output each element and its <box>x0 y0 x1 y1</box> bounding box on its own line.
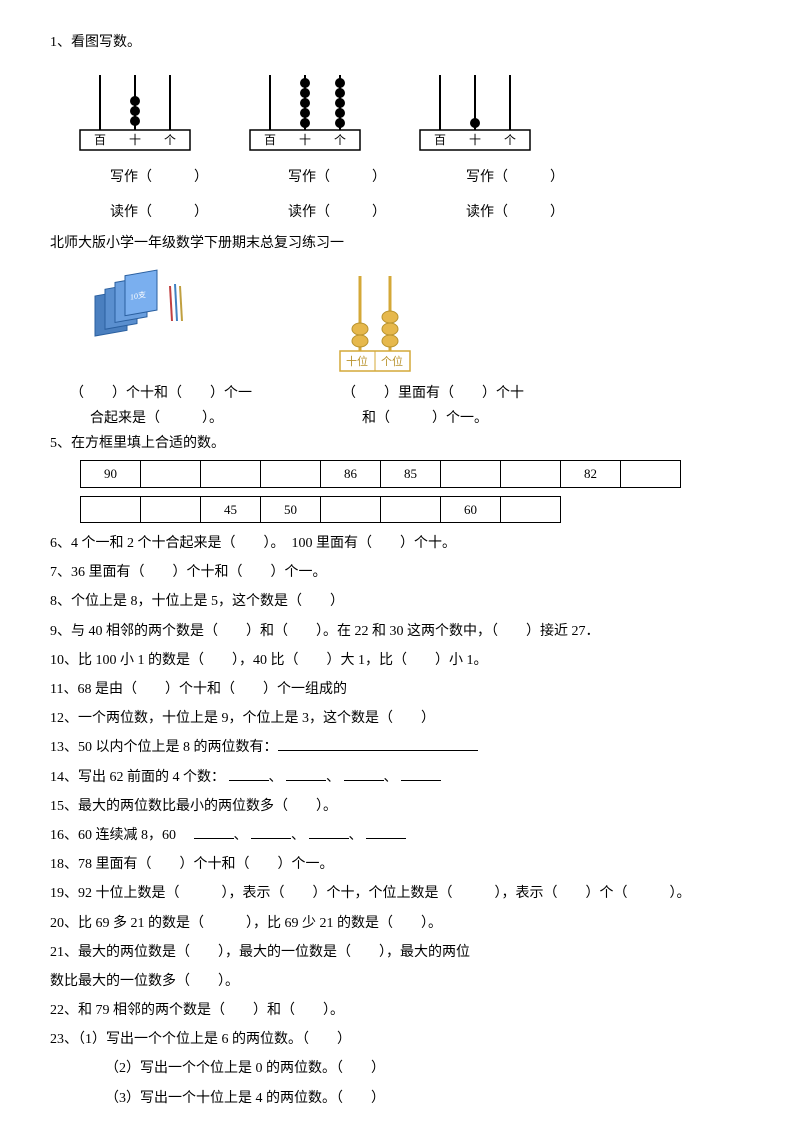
write-2: 写作（ ） <box>288 165 386 190</box>
q22: 22、和 79 相邻的两个数是（ ）和（ ）。 <box>50 998 750 1023</box>
abacus-1: 百 十 个 <box>70 65 200 155</box>
q5-cell <box>201 461 261 487</box>
q5-cell <box>441 461 501 487</box>
q5-table2: 45 50 60 <box>80 496 561 523</box>
sep: 、 <box>349 828 363 843</box>
q5-cell: 86 <box>321 461 381 487</box>
q5-cell: 85 <box>381 461 441 487</box>
pics-left-l2: 合起来是（ ）。 <box>90 406 252 431</box>
sep: 、 <box>269 770 283 785</box>
q23: 23、（1）写出一个个位上是 6 的两位数。（ ） <box>50 1027 750 1052</box>
q16-pre: 16、60 连续减 8，60 <box>50 828 190 843</box>
blank <box>194 825 234 839</box>
read-1: 读作（ ） <box>110 200 208 225</box>
q13: 13、50 以内个位上是 8 的两位数有： <box>50 735 750 760</box>
sep: 、 <box>384 770 398 785</box>
abacus-2-svg: 百 十 个 <box>240 65 370 155</box>
abacus-row: 百 十 个 百 十 个 百 十 个 <box>70 65 750 155</box>
q21a: 21、最大的两位数是（ ），最大的一位数是（ ），最大的两位 <box>50 940 750 965</box>
q5-cell <box>261 461 321 487</box>
sep: 、 <box>326 770 340 785</box>
q5-cell: 45 <box>201 496 261 522</box>
pics-right-l1: （ ）里面有（ ）个十 <box>342 381 524 406</box>
q5-title: 5、在方框里填上合适的数。 <box>50 431 750 456</box>
svg-text:百: 百 <box>434 133 446 147</box>
q14: 14、写出 62 前面的 4 个数： 、 、 、 <box>50 765 750 790</box>
pics-left: （ ）个十和（ ）个一 合起来是（ ）。 <box>70 381 252 431</box>
blank <box>401 767 441 781</box>
read-2: 读作（ ） <box>288 200 386 225</box>
abacus-3-svg: 百 十 个 <box>410 65 540 155</box>
q18: 18、78 里面有（ ）个十和（ ）个一。 <box>50 852 750 877</box>
read-3: 读作（ ） <box>466 200 564 225</box>
write-3: 写作（ ） <box>466 165 564 190</box>
q5-cell: 60 <box>441 496 501 522</box>
blank <box>344 767 384 781</box>
q23b: （2）写出一个个位上是 0 的两位数。（ ） <box>105 1056 750 1081</box>
pics-left-l1: （ ）个十和（ ）个一 <box>70 381 252 406</box>
doc-title: 北师大版小学一年级数学下册期末总复习练习一 <box>50 231 750 256</box>
blank <box>229 767 269 781</box>
books-icon: 10支 <box>90 266 200 346</box>
q12: 12、一个两位数，十位上是 9，个位上是 3，这个数是（ ） <box>50 706 750 731</box>
q20: 20、比 69 多 21 的数是（ ），比 69 少 21 的数是（ ）。 <box>50 911 750 936</box>
q5-cell <box>501 461 561 487</box>
q5-cell: 82 <box>561 461 621 487</box>
q7: 7、36 里面有（ ）个十和（ ）个一。 <box>50 560 750 585</box>
q5-cell <box>81 496 141 522</box>
sep: 、 <box>291 828 305 843</box>
svg-text:个: 个 <box>164 133 176 147</box>
abacus-label: 百 <box>94 133 106 147</box>
write-1: 写作（ ） <box>110 165 208 190</box>
blank <box>309 825 349 839</box>
q16: 16、60 连续减 8，60 、 、 、 <box>50 823 750 848</box>
abacus2-item: 十位 个位 <box>330 266 420 376</box>
q5-cell <box>141 461 201 487</box>
q5-cell <box>141 496 201 522</box>
abacus-3: 百 十 个 <box>410 65 540 155</box>
q5-table1: 90 86 85 82 <box>80 460 681 487</box>
svg-text:十: 十 <box>129 133 141 147</box>
svg-text:百: 百 <box>264 133 276 147</box>
q13-pre: 13、50 以内个位上是 8 的两位数有： <box>50 740 278 755</box>
read-row: 读作（ ） 读作（ ） 读作（ ） <box>70 200 750 225</box>
q10: 10、比 100 小 1 的数是（ ），40 比（ ）大 1，比（ ）小 1。 <box>50 648 750 673</box>
q5-cell <box>381 496 441 522</box>
books-item: 10支 <box>90 266 200 376</box>
q8: 8、个位上是 8，十位上是 5，这个数是（ ） <box>50 589 750 614</box>
abacus-2: 百 十 个 <box>240 65 370 155</box>
abacus2-icon: 十位 个位 <box>330 266 420 376</box>
q19: 19、92 十位上数是（ ），表示（ ）个十，个位上数是（ ），表示（ ）个（ … <box>50 881 750 906</box>
q9: 9、与 40 相邻的两个数是（ ）和（ ）。在 22 和 30 这两个数中，（ … <box>50 619 750 644</box>
pics-text-row: （ ）个十和（ ）个一 合起来是（ ）。 （ ）里面有（ ）个十 和（ ）个一。 <box>70 381 750 431</box>
q5-cell <box>621 461 681 487</box>
svg-text:个: 个 <box>334 133 346 147</box>
svg-text:个: 个 <box>504 133 516 147</box>
abacus-1-svg: 百 十 个 <box>70 65 200 155</box>
q5-cell <box>321 496 381 522</box>
write-row: 写作（ ） 写作（ ） 写作（ ） <box>70 165 750 190</box>
pics-row: 10支 十位 个位 <box>90 266 750 376</box>
q11: 11、68 是由（ ）个十和（ ）个一组成的 <box>50 677 750 702</box>
q5-cell: 50 <box>261 496 321 522</box>
blank <box>286 767 326 781</box>
svg-text:十: 十 <box>469 133 481 147</box>
q14-pre: 14、写出 62 前面的 4 个数： <box>50 770 225 785</box>
blank <box>278 737 478 751</box>
blank <box>251 825 291 839</box>
pics-right: （ ）里面有（ ）个十 和（ ）个一。 <box>342 381 524 431</box>
pics-right-l2: 和（ ）个一。 <box>362 406 524 431</box>
sep: 、 <box>234 828 248 843</box>
q21b: 数比最大的一位数多（ ）。 <box>50 969 750 994</box>
q15: 15、最大的两位数比最小的两位数多（ ）。 <box>50 794 750 819</box>
q5-cell: 90 <box>81 461 141 487</box>
svg-text:十: 十 <box>299 133 311 147</box>
q6: 6、4 个一和 2 个十合起来是（ ）。 100 里面有（ ）个十。 <box>50 531 750 556</box>
q23c: （3）写出一个十位上是 4 的两位数。（ ） <box>105 1086 750 1111</box>
svg-text:个位: 个位 <box>381 354 403 368</box>
q1-title: 1、看图写数。 <box>50 30 750 55</box>
svg-text:十位: 十位 <box>346 354 368 368</box>
blank <box>366 825 406 839</box>
q5-cell <box>501 496 561 522</box>
